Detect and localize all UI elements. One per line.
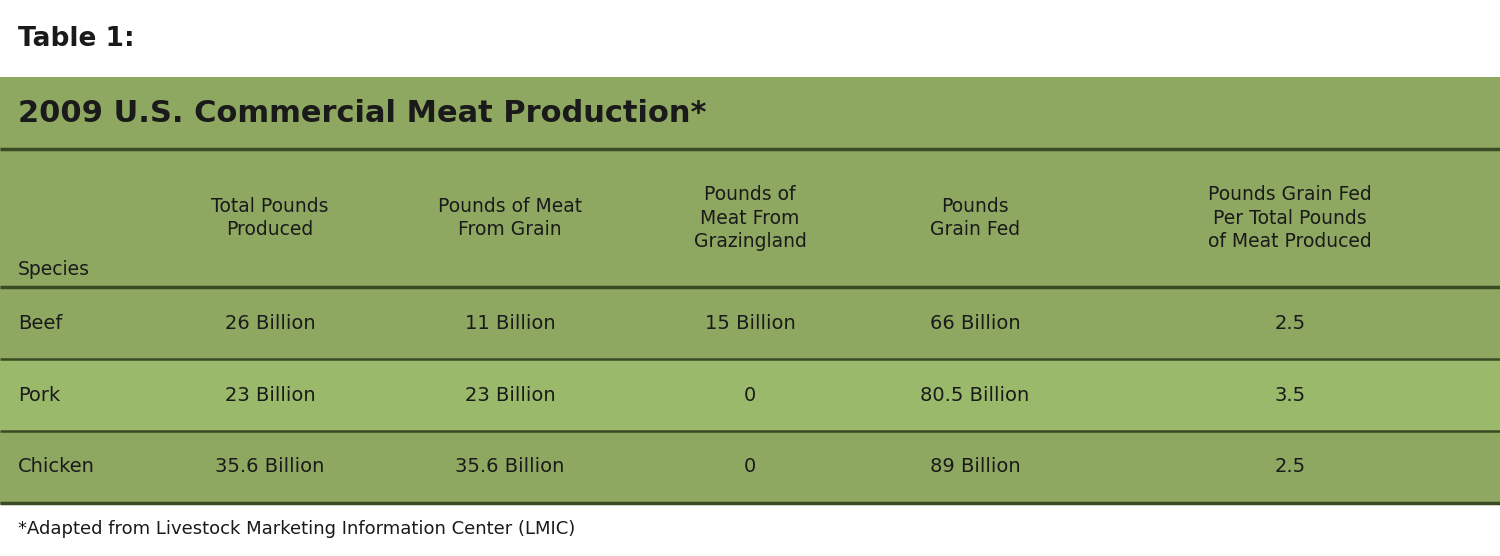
Text: 0: 0 (744, 458, 756, 476)
Text: 23 Billion: 23 Billion (465, 385, 555, 405)
Text: 2009 U.S. Commercial Meat Production*: 2009 U.S. Commercial Meat Production* (18, 98, 706, 127)
Text: 15 Billion: 15 Billion (705, 314, 795, 332)
Text: 3.5: 3.5 (1275, 385, 1305, 405)
Text: 66 Billion: 66 Billion (930, 314, 1020, 332)
Text: Pork: Pork (18, 385, 60, 405)
Text: 26 Billion: 26 Billion (225, 314, 315, 332)
Text: 35.6 Billion: 35.6 Billion (456, 458, 564, 476)
Text: Pounds of Meat
From Grain: Pounds of Meat From Grain (438, 197, 582, 240)
Text: Beef: Beef (18, 314, 63, 332)
Text: Species: Species (18, 260, 90, 279)
Text: 0: 0 (744, 385, 756, 405)
Text: 2.5: 2.5 (1275, 314, 1305, 332)
Text: Pounds
Grain Fed: Pounds Grain Fed (930, 197, 1020, 240)
Text: 11 Billion: 11 Billion (465, 314, 555, 332)
Text: *Adapted from Livestock Marketing Information Center (LMIC): *Adapted from Livestock Marketing Inform… (18, 520, 576, 538)
Bar (0, 77, 1500, 149)
Text: 35.6 Billion: 35.6 Billion (216, 458, 324, 476)
Text: 89 Billion: 89 Billion (930, 458, 1020, 476)
Text: 2.5: 2.5 (1275, 458, 1305, 476)
Bar (0, 503, 1500, 556)
Text: Table 1:: Table 1: (18, 26, 135, 52)
Text: 80.5 Billion: 80.5 Billion (921, 385, 1029, 405)
Bar (0, 0, 1500, 77)
Text: Pounds Grain Fed
Per Total Pounds
of Meat Produced: Pounds Grain Fed Per Total Pounds of Mea… (1208, 185, 1372, 251)
Bar (0, 287, 1500, 359)
Text: 23 Billion: 23 Billion (225, 385, 315, 405)
Bar (0, 359, 1500, 431)
Bar (0, 431, 1500, 503)
Text: Chicken: Chicken (18, 458, 94, 476)
Text: Pounds of
Meat From
Grazingland: Pounds of Meat From Grazingland (693, 185, 807, 251)
Text: Total Pounds
Produced: Total Pounds Produced (211, 197, 328, 240)
Bar (0, 149, 1500, 287)
